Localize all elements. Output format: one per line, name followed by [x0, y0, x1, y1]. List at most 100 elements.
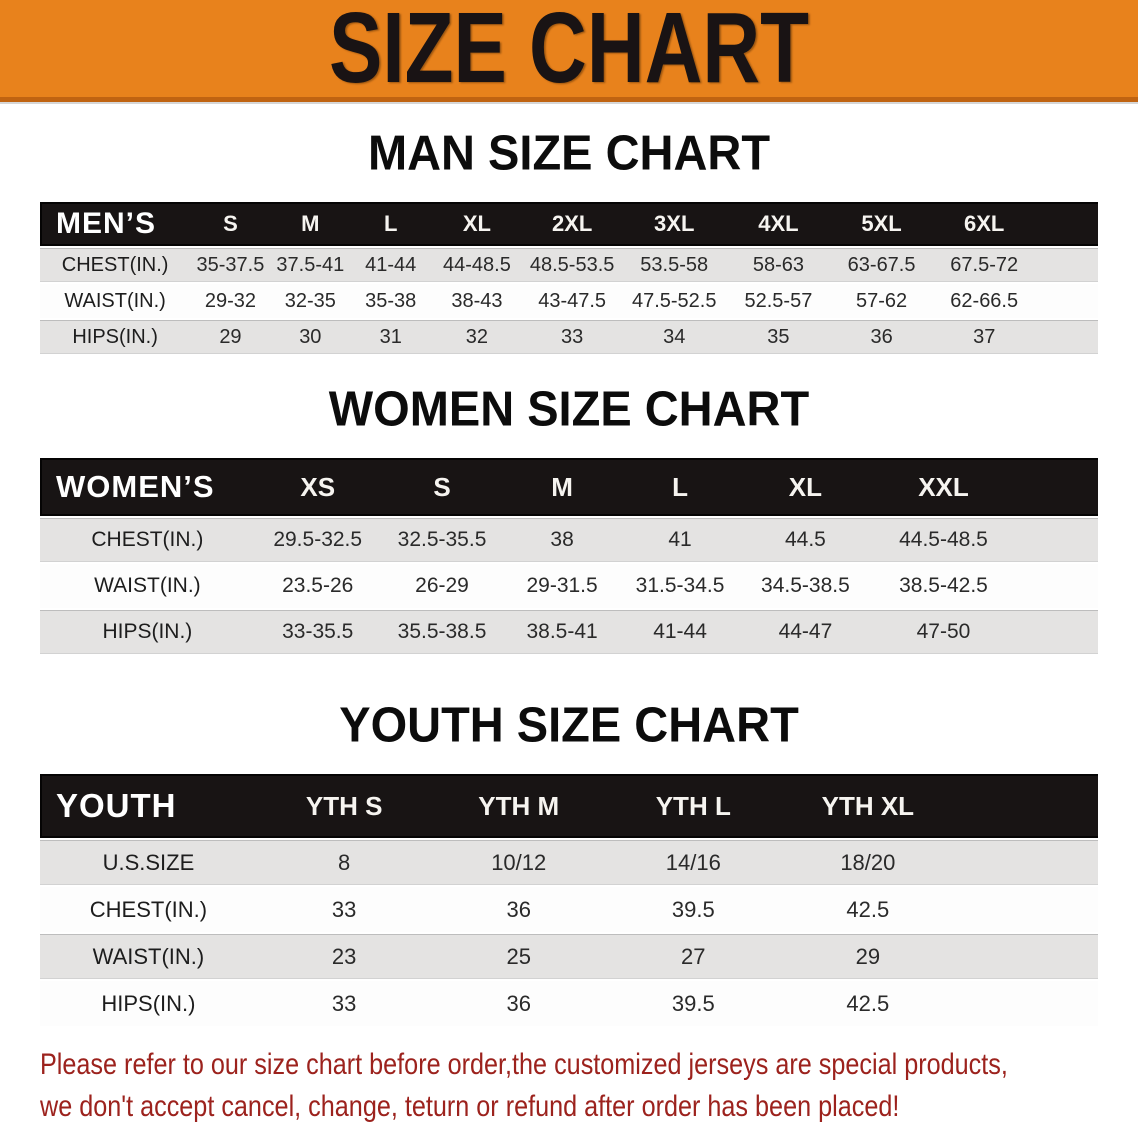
order-policy-line-1: Please refer to our size chart before or…: [40, 1048, 1008, 1081]
size-value-cell: 23: [256, 934, 432, 979]
table-header-row: MEN’S S M L XL 2XL 3XL 4XL 5XL 6XL: [40, 202, 1098, 246]
size-column-header: YTH S: [256, 774, 432, 838]
size-value-cell: 47-50: [871, 610, 1016, 654]
size-column-header: M: [270, 202, 350, 246]
table-title-cell: MEN’S: [40, 202, 191, 246]
size-value-cell: 43-47.5: [522, 284, 622, 318]
size-column-header: YTH L: [606, 774, 781, 838]
size-value-cell: 44.5: [739, 518, 872, 562]
size-value-cell: 32: [431, 320, 523, 354]
spacer-cell: [955, 774, 1098, 838]
measurement-row-label: WAIST(IN.): [40, 284, 191, 318]
size-value-cell: 41-44: [349, 248, 432, 282]
measurement-row: WAIST(IN.) 23.5-26 26-29 29-31.5 31.5-34.5 34…: [40, 564, 1098, 608]
size-value-cell: 52.5-57: [726, 284, 831, 318]
size-value-cell: 38.5-41: [503, 610, 621, 654]
spacer-cell: [1015, 564, 1098, 608]
size-value-cell: 35-38: [349, 284, 432, 318]
size-value-cell: 33-35.5: [254, 610, 381, 654]
size-chart-title: SIZE CHART: [329, 0, 809, 104]
spacer-cell: [1015, 518, 1098, 562]
spacer-cell: [1035, 202, 1098, 246]
spacer-cell: [955, 934, 1098, 979]
size-value-cell: 34.5-38.5: [739, 564, 872, 608]
size-column-header: 5XL: [830, 202, 933, 246]
size-column-header: S: [380, 458, 504, 516]
size-column-header: 3XL: [621, 202, 727, 246]
measurement-row: CHEST(IN.) 33 36 39.5 42.5: [40, 887, 1098, 932]
spacer-cell: [1015, 458, 1098, 516]
size-value-cell: 14/16: [606, 840, 781, 885]
size-value-cell: 29: [190, 320, 271, 354]
size-value-cell: 25: [431, 934, 606, 979]
measurement-row-label: WAIST(IN.): [40, 564, 255, 608]
size-column-header: L: [620, 458, 740, 516]
size-value-cell: 8: [256, 840, 432, 885]
size-value-cell: 35: [726, 320, 831, 354]
measurement-row: CHEST(IN.) 35-37.5 37.5-41 41-44 44-48.5 48.5…: [40, 248, 1098, 282]
size-value-cell: 23.5-26: [254, 564, 381, 608]
spacer-cell: [955, 840, 1098, 885]
size-value-cell: 29.5-32.5: [254, 518, 381, 562]
size-value-cell: 42.5: [780, 887, 956, 932]
size-value-cell: 58-63: [726, 248, 831, 282]
measurement-row-label: CHEST(IN.): [40, 518, 255, 562]
size-value-cell: 41: [620, 518, 740, 562]
size-value-cell: 34: [621, 320, 727, 354]
size-value-cell: 38-43: [431, 284, 523, 318]
youth-size-chart-heading: YOUTH SIZE CHART: [339, 696, 799, 753]
size-column-header: XL: [739, 458, 872, 516]
size-value-cell: 67.5-72: [932, 248, 1036, 282]
size-value-cell: 26-29: [380, 564, 504, 608]
size-value-cell: 38.5-42.5: [871, 564, 1016, 608]
size-value-cell: 29: [780, 934, 956, 979]
spacer-cell: [1015, 610, 1098, 654]
measurement-row: HIPS(IN.) 33 36 39.5 42.5: [40, 981, 1098, 1026]
size-value-cell: 32.5-35.5: [380, 518, 504, 562]
spacer-cell: [955, 887, 1098, 932]
measurement-row-label: HIPS(IN.): [40, 981, 257, 1026]
measurement-row: HIPS(IN.) 29 30 31 32 33 34 35 36 37: [40, 320, 1098, 354]
women-size-chart-heading: WOMEN SIZE CHART: [328, 380, 810, 437]
size-value-cell: 39.5: [606, 981, 781, 1026]
size-value-cell: 29-32: [190, 284, 271, 318]
size-column-header: S: [190, 202, 271, 246]
size-column-header: L: [349, 202, 432, 246]
size-value-cell: 37.5-41: [270, 248, 350, 282]
measurement-row: HIPS(IN.) 33-35.5 35.5-38.5 38.5-41 41-44 44-…: [40, 610, 1098, 654]
size-value-cell: 38: [503, 518, 621, 562]
size-value-cell: 47.5-52.5: [621, 284, 727, 318]
size-value-cell: 10/12: [431, 840, 606, 885]
size-value-cell: 44-47: [739, 610, 872, 654]
size-value-cell: 32-35: [270, 284, 350, 318]
size-value-cell: 44-48.5: [431, 248, 523, 282]
size-value-cell: 62-66.5: [932, 284, 1036, 318]
measurement-row-label: WAIST(IN.): [40, 934, 257, 979]
size-value-cell: 36: [830, 320, 933, 354]
size-value-cell: 39.5: [606, 887, 781, 932]
table-header-row: YOUTH YTH S YTH M YTH L YTH XL: [40, 774, 1098, 838]
table-title-cell: YOUTH: [40, 774, 257, 838]
measurement-row: U.S.SIZE 8 10/12 14/16 18/20: [40, 840, 1098, 885]
measurement-row-label: CHEST(IN.): [40, 887, 257, 932]
size-value-cell: 35-37.5: [190, 248, 271, 282]
size-value-cell: 27: [606, 934, 781, 979]
size-column-header: 4XL: [726, 202, 831, 246]
measurement-row-label: HIPS(IN.): [40, 320, 191, 354]
size-value-cell: 42.5: [780, 981, 956, 1026]
size-value-cell: 63-67.5: [830, 248, 933, 282]
women-size-table: WOMEN’S XS S M L XL XXL CHEST(IN.) 29.5-32.5 32.…: [40, 456, 1098, 656]
size-value-cell: 33: [522, 320, 622, 354]
spacer-cell: [955, 981, 1098, 1026]
size-column-header: 6XL: [932, 202, 1036, 246]
measurement-row-label: CHEST(IN.): [40, 248, 191, 282]
size-value-cell: 33: [256, 981, 432, 1026]
size-chart-banner: SIZE CHART: [0, 0, 1138, 102]
spacer-cell: [1035, 248, 1098, 282]
size-value-cell: 33: [256, 887, 432, 932]
table-header-row: WOMEN’S XS S M L XL XXL: [40, 458, 1098, 516]
table-title-cell: WOMEN’S: [40, 458, 255, 516]
measurement-row-label: U.S.SIZE: [40, 840, 257, 885]
size-value-cell: 30: [270, 320, 350, 354]
order-policy-line-2: we don't accept cancel, change, teturn o…: [40, 1090, 900, 1123]
